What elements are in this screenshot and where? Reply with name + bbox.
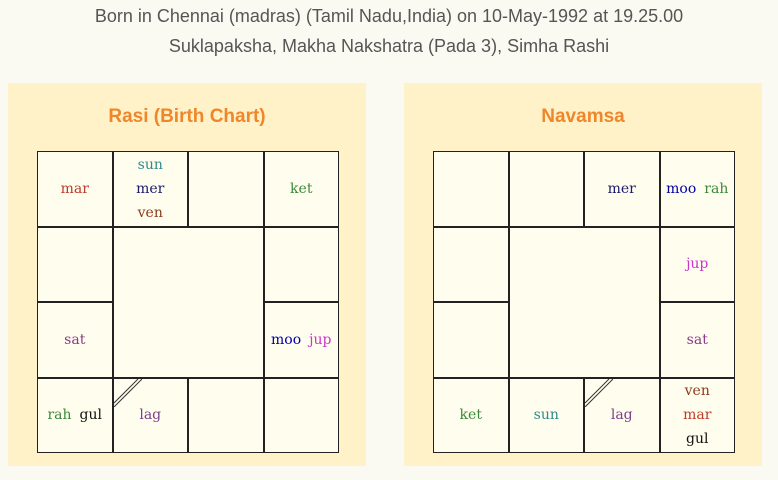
planet-row: gul	[686, 427, 708, 451]
house-cell: mar	[38, 152, 112, 226]
rasi-chart-title: Rasi (Birth Chart)	[108, 106, 266, 127]
chart-center	[509, 227, 659, 377]
planet-row: mar	[683, 403, 711, 427]
planet-row: ven	[138, 201, 163, 225]
house-cell: sat	[660, 303, 734, 377]
planet-row: rah gul	[47, 403, 102, 427]
house-cell	[189, 378, 263, 452]
house-cell: ket	[264, 152, 338, 226]
planet-jup: jup	[686, 256, 709, 273]
planet-rah: rah	[47, 407, 72, 424]
house-cell	[189, 152, 263, 226]
house-cell: lag	[113, 378, 187, 452]
planet-mar: mar	[683, 407, 712, 424]
birth-details-line1: Born in Chennai (madras) (Tamil Nadu,Ind…	[94, 6, 684, 26]
house-cell: mer	[585, 152, 659, 226]
planet-jup: jup	[309, 331, 332, 348]
house-cell: moo jup	[264, 303, 338, 377]
house-cell	[509, 152, 583, 226]
house-cell: rah gul	[38, 378, 112, 452]
house-cell	[264, 227, 338, 301]
house-cell: ket	[434, 378, 508, 452]
planet-row: lag	[611, 403, 633, 427]
planet-row: sun	[534, 403, 559, 427]
birth-details-line2: Suklapaksha, Makha Nakshatra (Pada 3), S…	[168, 36, 610, 56]
planet-rah: rah	[704, 180, 729, 197]
planet-row: lag	[139, 403, 161, 427]
house-cell: sun mer ven	[113, 152, 187, 226]
planet-mer: mer	[607, 180, 636, 197]
planet-sun: sun	[533, 407, 559, 424]
house-cell	[434, 152, 508, 226]
planet-gul: gul	[79, 407, 103, 424]
rasi-chart-panel: Rasi (Birth Chart) mar sun mer ven ket sat moo…	[8, 83, 366, 466]
planet-row: mer	[136, 177, 164, 201]
house-cell	[434, 227, 508, 301]
house-cell: ven mar gul	[660, 378, 734, 452]
planet-lag: lag	[610, 407, 633, 424]
lagna-marker-icon	[113, 378, 142, 407]
planet-moo: moo	[271, 331, 302, 348]
planet-row: sun	[138, 153, 163, 177]
planet-ven: ven	[137, 204, 163, 221]
lagna-marker-icon	[585, 378, 613, 407]
navamsa-chart-panel: Navamsa mer moo rah jup sat ket sun lag ven mar gu…	[404, 83, 762, 466]
planet-row: moo rah	[666, 177, 728, 201]
planet-row: mar	[61, 177, 89, 201]
planet-ket: ket	[459, 407, 482, 424]
house-cell	[434, 303, 508, 377]
house-cell	[264, 378, 338, 452]
planet-ket: ket	[290, 180, 313, 197]
planet-row: moo jup	[271, 328, 331, 352]
planet-row: ven	[685, 379, 710, 403]
planet-sat: sat	[64, 331, 86, 348]
house-cell: lag	[585, 378, 659, 452]
planet-lag: lag	[139, 407, 162, 424]
planet-row: sat	[64, 328, 85, 352]
house-cell	[38, 227, 112, 301]
planet-moo: moo	[666, 180, 697, 197]
house-cell: sun	[509, 378, 583, 452]
navamsa-chart-grid: mer moo rah jup sat ket sun lag ven mar gul	[433, 151, 735, 453]
rasi-chart-grid: mar sun mer ven ket sat moo jup rah gul lag	[37, 151, 339, 453]
planet-row: jup	[686, 252, 708, 276]
navamsa-chart-title: Navamsa	[541, 106, 625, 127]
planet-sun: sun	[137, 156, 163, 173]
planet-row: sat	[687, 328, 708, 352]
planet-sat: sat	[686, 331, 708, 348]
planet-row: mer	[608, 177, 636, 201]
house-cell: jup	[660, 227, 734, 301]
house-cell: moo rah	[660, 152, 734, 226]
planet-row: ket	[290, 177, 312, 201]
chart-center	[113, 227, 263, 377]
planet-row: ket	[460, 403, 482, 427]
planet-mar: mar	[60, 180, 89, 197]
house-cell: sat	[38, 303, 112, 377]
planet-mer: mer	[136, 180, 165, 197]
planet-ven: ven	[684, 383, 710, 400]
planet-gul: gul	[686, 431, 709, 448]
